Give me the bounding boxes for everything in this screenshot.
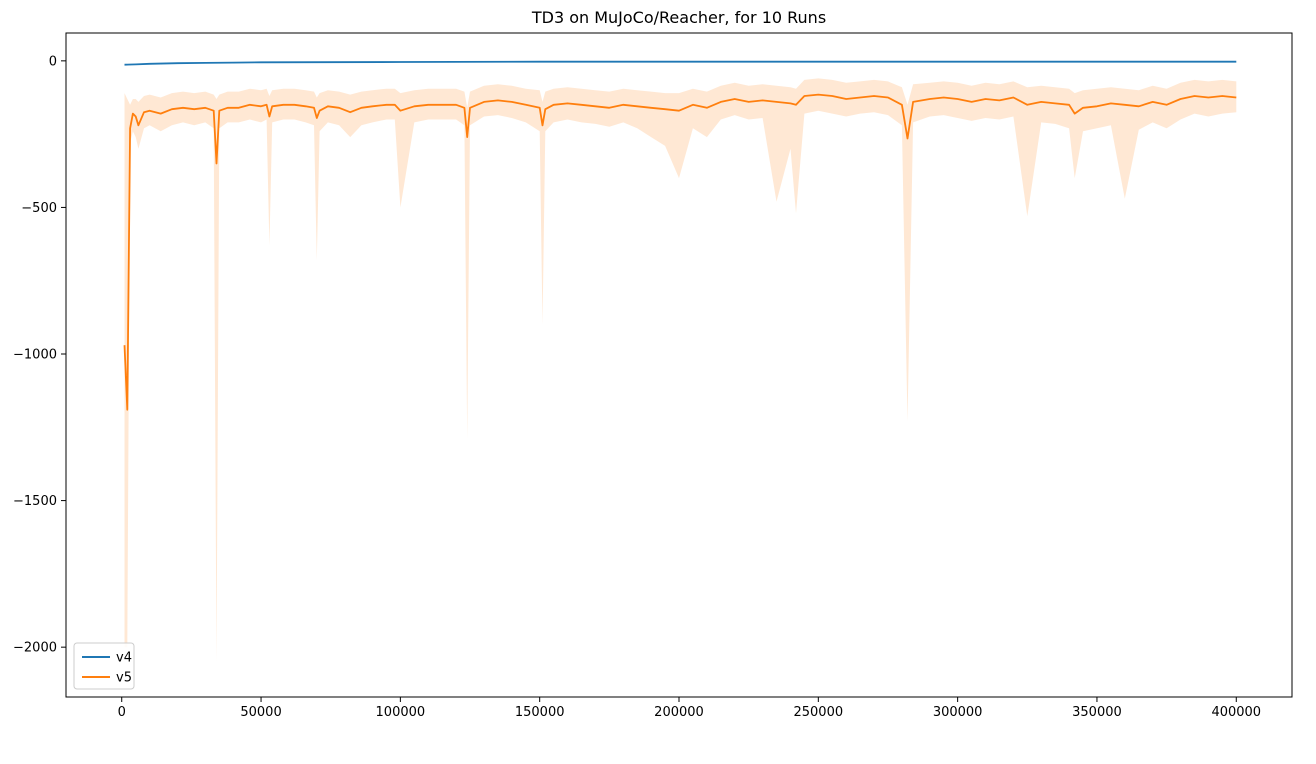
x-tick-label: 150000 xyxy=(515,705,565,720)
series-v5-line xyxy=(123,93,1237,411)
x-axis: 0 50000 100000 150000 200000 250000 300000 3500… xyxy=(118,697,1261,720)
series-lines xyxy=(123,60,1237,411)
series-v4-line xyxy=(124,60,1237,66)
x-tick-label: 250000 xyxy=(793,705,843,720)
x-tick-label: 350000 xyxy=(1072,705,1122,720)
confidence-bands xyxy=(124,78,1237,662)
series-v5-band xyxy=(124,78,1237,662)
x-tick-label: 100000 xyxy=(376,705,426,720)
x-tick-label: 50000 xyxy=(240,705,281,720)
y-tick-label: −1500 xyxy=(13,494,57,509)
legend-label-v5: v5 xyxy=(116,671,132,686)
y-tick-label: −2000 xyxy=(13,641,57,656)
y-tick-label: −500 xyxy=(21,201,57,216)
x-tick-label: 200000 xyxy=(654,705,704,720)
x-tick-label: 0 xyxy=(118,705,126,720)
legend-label-v4: v4 xyxy=(116,651,132,666)
chart-title: TD3 on MuJoCo/Reacher, for 10 Runs xyxy=(531,8,826,27)
y-axis: 0 −500 −1000 −1500 −2000 xyxy=(13,54,66,656)
y-tick-label: −1000 xyxy=(13,348,57,363)
x-tick-label: 400000 xyxy=(1211,705,1261,720)
x-tick-label: 300000 xyxy=(933,705,983,720)
y-tick-label: 0 xyxy=(49,54,57,69)
